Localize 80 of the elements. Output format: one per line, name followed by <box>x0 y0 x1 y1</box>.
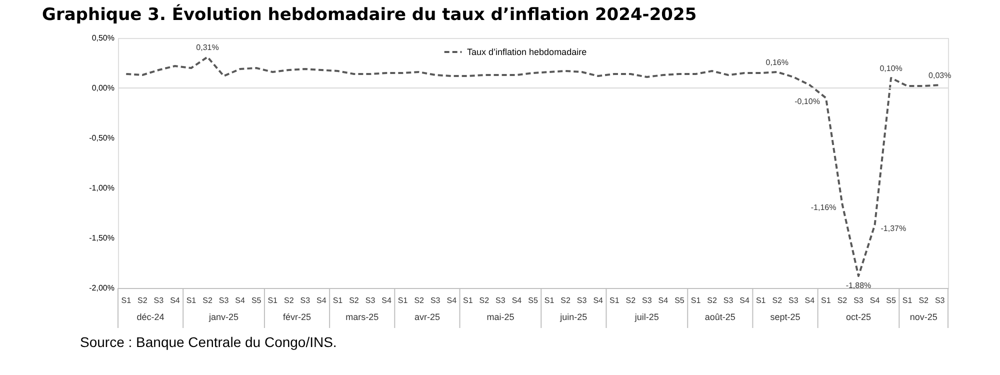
text: sept-25 <box>770 312 800 322</box>
x-tick-label: S1 <box>756 296 766 305</box>
data-label: -1,16% <box>810 203 836 212</box>
x-tick-label: S4 <box>658 296 669 305</box>
text: août-25 <box>704 312 736 322</box>
x-tick-label: S3 <box>788 296 799 305</box>
x-tick-label: S2 <box>414 296 425 305</box>
text: déc-24 <box>136 312 164 322</box>
x-tick-label: S3 <box>218 296 230 305</box>
y-tick-label: -1,50% <box>89 234 114 242</box>
text: juin-25 <box>559 312 588 322</box>
x-tick-label: S2 <box>918 296 930 305</box>
y-tick-label: -2,00% <box>89 284 114 292</box>
x-tick-label: S5 <box>251 296 262 305</box>
x-tick-label: S2 <box>202 296 213 305</box>
data-label: -1,37% <box>880 224 906 233</box>
x-tick-label: S3 <box>576 296 588 305</box>
text: mai-25 <box>486 312 514 322</box>
x-tick-label: S2 <box>626 296 636 305</box>
x-tick-label: S1 <box>268 296 278 305</box>
x-tick-label: S2 <box>837 296 848 305</box>
text: avr-25 <box>414 312 440 322</box>
x-tick-label: S3 <box>854 296 864 305</box>
x-tick-label: S1 <box>463 296 474 305</box>
x-tick-label: S1 <box>821 296 832 305</box>
x-tick-label: S5 <box>528 296 538 305</box>
text: nov-25 <box>910 312 938 322</box>
x-tick-label: S2 <box>138 296 148 305</box>
x-tick-label: S1 <box>902 296 913 305</box>
y-tick-label: 0,50% <box>92 34 114 42</box>
x-tick-label: S3 <box>300 296 311 305</box>
x-tick-label: S3 <box>642 296 652 305</box>
x-tick-label: S3 <box>154 296 164 305</box>
data-label: 0,16% <box>766 58 788 67</box>
y-tick-label: -1,00% <box>89 184 114 192</box>
x-tick-label: S2 <box>707 296 718 305</box>
x-tick-label: S4 <box>512 296 522 305</box>
x-tick-label: S4 <box>870 296 880 305</box>
x-tick-label: S4 <box>170 296 180 305</box>
x-tick-label: S1 <box>121 296 132 305</box>
data-label: 0,03% <box>928 71 952 80</box>
x-tick-label: S2 <box>349 296 360 305</box>
text: mars-25 <box>346 312 379 322</box>
x-tick-label: S1 <box>690 296 702 305</box>
x-tick-label: S3 <box>934 296 946 305</box>
y-tick-label: -0,50% <box>89 134 114 142</box>
x-tick-label: S1 <box>609 296 620 305</box>
data-label: -1,88% <box>846 281 872 290</box>
x-tick-label: S1 <box>332 296 344 305</box>
text: févr-25 <box>283 312 312 322</box>
x-tick-label: S2 <box>479 296 490 305</box>
x-tick-label: S4 <box>382 296 392 305</box>
data-label: 0,31% <box>196 43 219 52</box>
x-tick-label: S4 <box>804 296 816 305</box>
x-tick-label: S2 <box>284 296 294 305</box>
x-tick-label: S4 <box>446 296 458 305</box>
x-tick-label: S2 <box>560 296 571 305</box>
x-tick-label: S2 <box>772 296 783 305</box>
x-tick-label: S3 <box>365 296 376 305</box>
x-tick-label: S1 <box>544 296 555 305</box>
x-tick-label: S3 <box>430 296 441 305</box>
text: janv-25 <box>208 312 239 322</box>
x-tick-label: S4 <box>740 296 750 305</box>
legend-label: Taux d’inflation hebdomadaire <box>467 47 587 57</box>
y-tick-label: 0,00% <box>92 84 114 92</box>
chart-title: Graphique 3. Évolution hebdomadaire du taux d’inflation 2024-2025 <box>42 4 697 25</box>
x-tick-label: S3 <box>496 296 506 305</box>
x-tick-label: S4 <box>593 296 604 305</box>
x-tick-label: S3 <box>723 296 734 305</box>
x-tick-label: S1 <box>186 296 197 305</box>
data-label: 0,10% <box>880 64 902 73</box>
x-tick-label: S5 <box>674 296 685 305</box>
x-tick-label: S4 <box>235 296 246 305</box>
x-tick-label: S5 <box>886 296 896 305</box>
text: juil-25 <box>634 312 659 322</box>
x-tick-label: S1 <box>398 296 408 305</box>
data-label: -0,10% <box>794 97 820 106</box>
text: oct-25 <box>846 312 871 322</box>
source-note: Source : Banque Centrale du Congo/INS. <box>80 334 337 350</box>
x-tick-label: S4 <box>316 296 327 305</box>
